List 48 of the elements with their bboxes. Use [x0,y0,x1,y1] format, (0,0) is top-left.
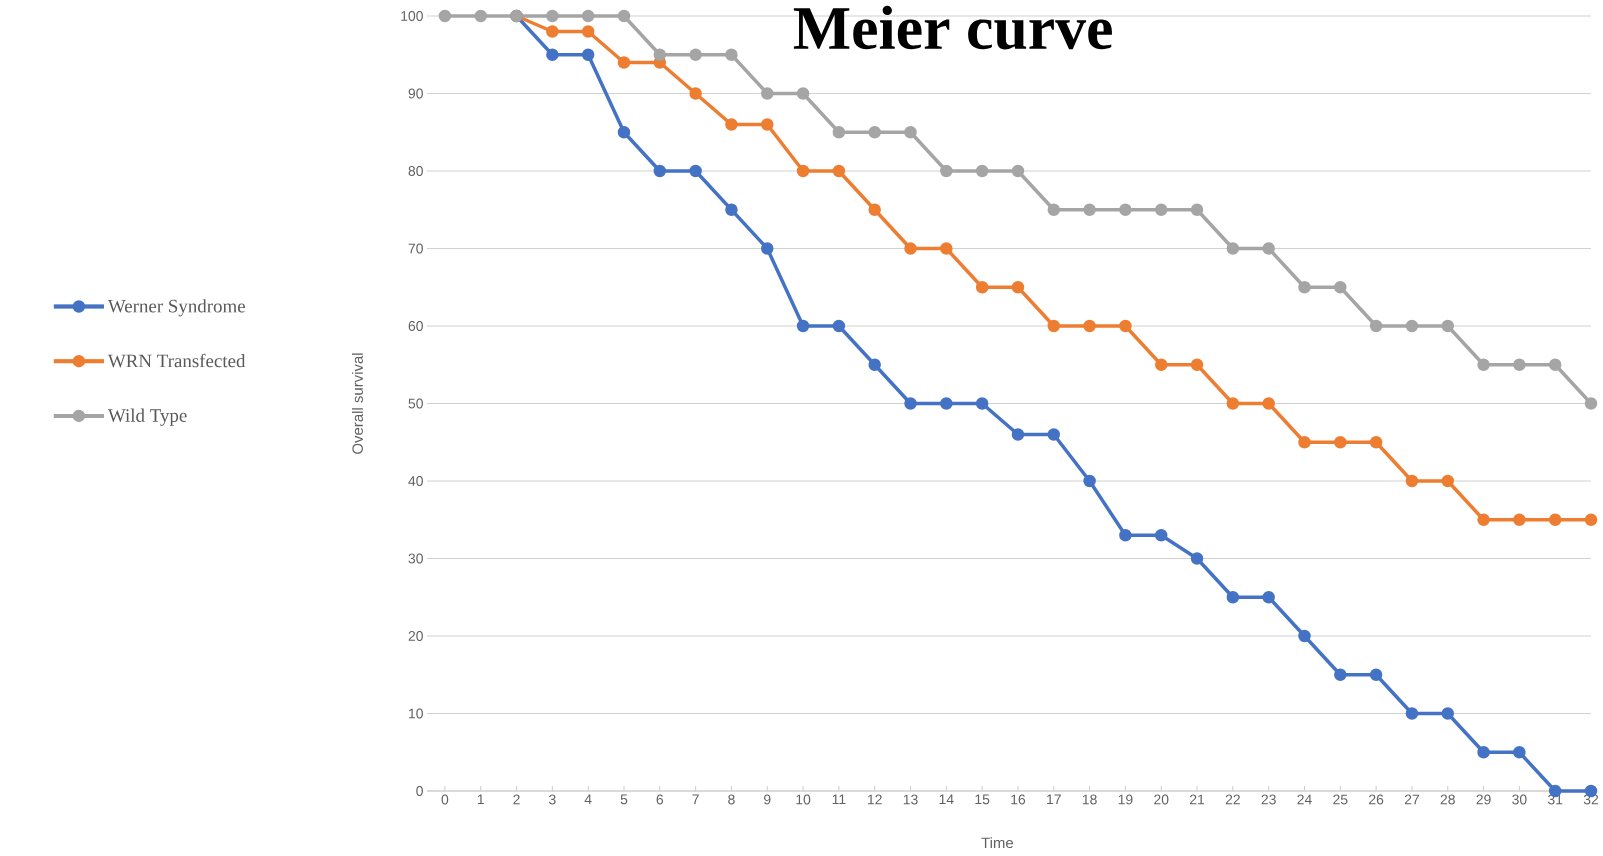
x-tick-label: 3 [549,794,556,805]
y-tick-label: 10 [409,708,423,719]
x-tick-label: 9 [764,794,771,805]
x-tick-label: 4 [584,794,592,805]
x-tick-label: 10 [796,794,811,805]
x-tick-label: 29 [1476,794,1491,805]
y-tick-label: 20 [408,631,423,641]
y-tick-label: 0 [416,786,423,796]
legend-label: Werner Syndrome [107,299,245,317]
x-tick-label: 0 [441,794,449,805]
x-axis-title: Time [981,837,1014,849]
y-tick-label: 100 [401,11,423,21]
x-tick-label: 19 [1118,794,1133,805]
x-tick-label: 24 [1297,794,1312,805]
x-tick-label: 28 [1440,794,1455,805]
x-tick-label: 25 [1333,794,1348,805]
x-tick-label: 8 [728,794,735,805]
x-tick-label: 17 [1047,794,1061,805]
x-tick-label: 23 [1261,794,1276,805]
x-tick-label: 27 [1404,794,1419,805]
y-tick-label: 70 [408,243,423,254]
x-tick-label: 11 [832,794,846,805]
x-tick-label: 13 [903,794,918,805]
y-tick-label: 50 [408,398,423,409]
y-tick-label: 90 [408,88,423,99]
x-tick-label: 21 [1189,794,1205,805]
x-tick-label: 5 [620,794,628,805]
x-tick-label: 20 [1154,794,1169,805]
x-tick-label: 12 [868,794,882,805]
y-tick-label: 80 [408,166,423,176]
x-tick-label: 14 [939,794,954,805]
x-tick-label: 30 [1512,794,1527,805]
chart-title: Meier curve [793,5,1112,50]
x-tick-label: 6 [656,794,664,805]
y-tick-label: 60 [408,321,423,331]
legend-label: WRN Transfected [107,353,246,368]
x-tick-label: 1 [477,794,484,805]
x-tick-label: 18 [1082,794,1097,805]
y-axis-title: Overall survival [351,353,363,454]
y-tick-label: 40 [408,476,423,486]
x-tick-label: 22 [1225,794,1240,805]
x-tick-label: 26 [1369,794,1384,805]
x-tick-label: 2 [513,794,520,805]
y-tick-label: 30 [408,553,423,564]
x-tick-label: 16 [1011,794,1026,805]
legend-label: Wild Type [107,408,187,426]
x-tick-label: 7 [692,794,699,805]
x-tick-label: 15 [975,794,990,805]
